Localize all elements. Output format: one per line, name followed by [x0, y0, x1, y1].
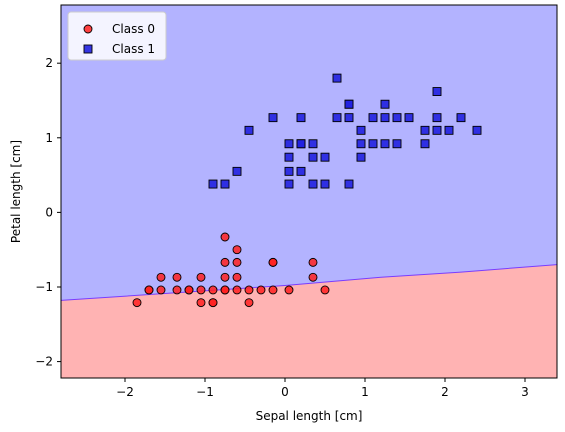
class-1-point: [392, 139, 402, 149]
class-0-point: [196, 272, 206, 282]
class-0-point: [232, 245, 242, 255]
plot-frame: [60, 4, 558, 379]
class-1-point: [296, 113, 306, 123]
class-1-point: [308, 152, 318, 162]
class-1-region: [61, 5, 557, 301]
class-0-point: [232, 285, 242, 295]
class-1-point: [392, 113, 402, 123]
class-0-point: [172, 285, 182, 295]
class-0-point: [144, 285, 154, 295]
class-1-point: [344, 113, 354, 123]
class-0-point: [156, 285, 166, 295]
class-0-point: [308, 272, 318, 282]
class-0-point: [208, 285, 218, 295]
class-1-point: [356, 125, 366, 135]
y-tick-label: 0: [45, 205, 53, 219]
x-axis-title: Sepal length [cm]: [256, 409, 363, 423]
class-0-point: [244, 285, 254, 295]
class-0-point: [132, 298, 142, 308]
class-1-point: [404, 113, 414, 123]
class-1-point: [320, 179, 330, 189]
class-1-point: [268, 113, 278, 123]
class-0-point: [244, 298, 254, 308]
class-0-point: [308, 257, 318, 267]
x-tick-label: 3: [521, 385, 529, 399]
class-1-point: [284, 179, 294, 189]
class-1-point: [432, 113, 442, 123]
class-0-point: [172, 272, 182, 282]
x-tick-label: 0: [281, 385, 289, 399]
class-1-point: [208, 179, 218, 189]
y-tick-label: −1: [35, 280, 53, 294]
class-1-point: [344, 99, 354, 109]
class-0-point: [268, 257, 278, 267]
class-1-point: [456, 113, 466, 123]
class-0-point: [320, 285, 330, 295]
class-0-point: [284, 285, 294, 295]
class-1-point: [284, 139, 294, 149]
class-1-point: [444, 125, 454, 135]
class-1-point: [344, 179, 354, 189]
legend-label-class-0: Class 0: [112, 22, 155, 36]
class-0-point: [232, 272, 242, 282]
class-0-point: [220, 285, 230, 295]
class-1-point: [284, 166, 294, 176]
class-1-point: [356, 139, 366, 149]
class-0-point: [232, 257, 242, 267]
legend: Class 0 Class 1: [67, 11, 167, 61]
class-1-point: [332, 113, 342, 123]
class-1-point: [380, 139, 390, 149]
x-tick-label: −1: [196, 385, 214, 399]
class-1-point: [368, 113, 378, 123]
class-1-point: [308, 139, 318, 149]
class-1-point: [432, 125, 442, 135]
class-0-point: [208, 298, 218, 308]
class-1-point: [380, 113, 390, 123]
y-tick-label: 1: [45, 131, 53, 145]
class-1-point: [296, 166, 306, 176]
class-1-point: [284, 152, 294, 162]
class-0-point: [220, 272, 230, 282]
x-tick-label: −2: [116, 385, 134, 399]
class-0-point: [256, 285, 266, 295]
class-1-point: [472, 125, 482, 135]
x-tick-label: 2: [441, 385, 449, 399]
legend-box: [67, 11, 167, 61]
class-1-point: [296, 139, 306, 149]
class-0-point: [220, 232, 230, 242]
class-0-point: [184, 285, 194, 295]
class-1-point: [420, 139, 430, 149]
class-1-point: [380, 99, 390, 109]
class-1-point: [332, 73, 342, 83]
x-tick-label: 1: [361, 385, 369, 399]
y-tick-label: −2: [35, 355, 53, 369]
y-axis-title: Petal length [cm]: [9, 140, 23, 243]
class-1-point: [220, 179, 230, 189]
class-0-point: [220, 257, 230, 267]
legend-marker-class-0: [83, 24, 93, 34]
class-1-point: [420, 125, 430, 135]
class-0-point: [196, 298, 206, 308]
class-0-point: [196, 285, 206, 295]
class-1-point: [244, 125, 254, 135]
class-1-point: [320, 152, 330, 162]
class-1-point: [308, 179, 318, 189]
legend-label-class-1: Class 1: [112, 42, 155, 56]
class-1-point: [356, 152, 366, 162]
legend-marker-class-1: [83, 44, 93, 54]
class-0-point: [268, 285, 278, 295]
class-1-point: [232, 166, 242, 176]
class-0-region: [61, 264, 557, 378]
class-1-point: [432, 87, 442, 96]
y-tick-label: 2: [45, 56, 53, 70]
class-1-point: [368, 139, 378, 149]
class-0-point: [156, 272, 166, 282]
